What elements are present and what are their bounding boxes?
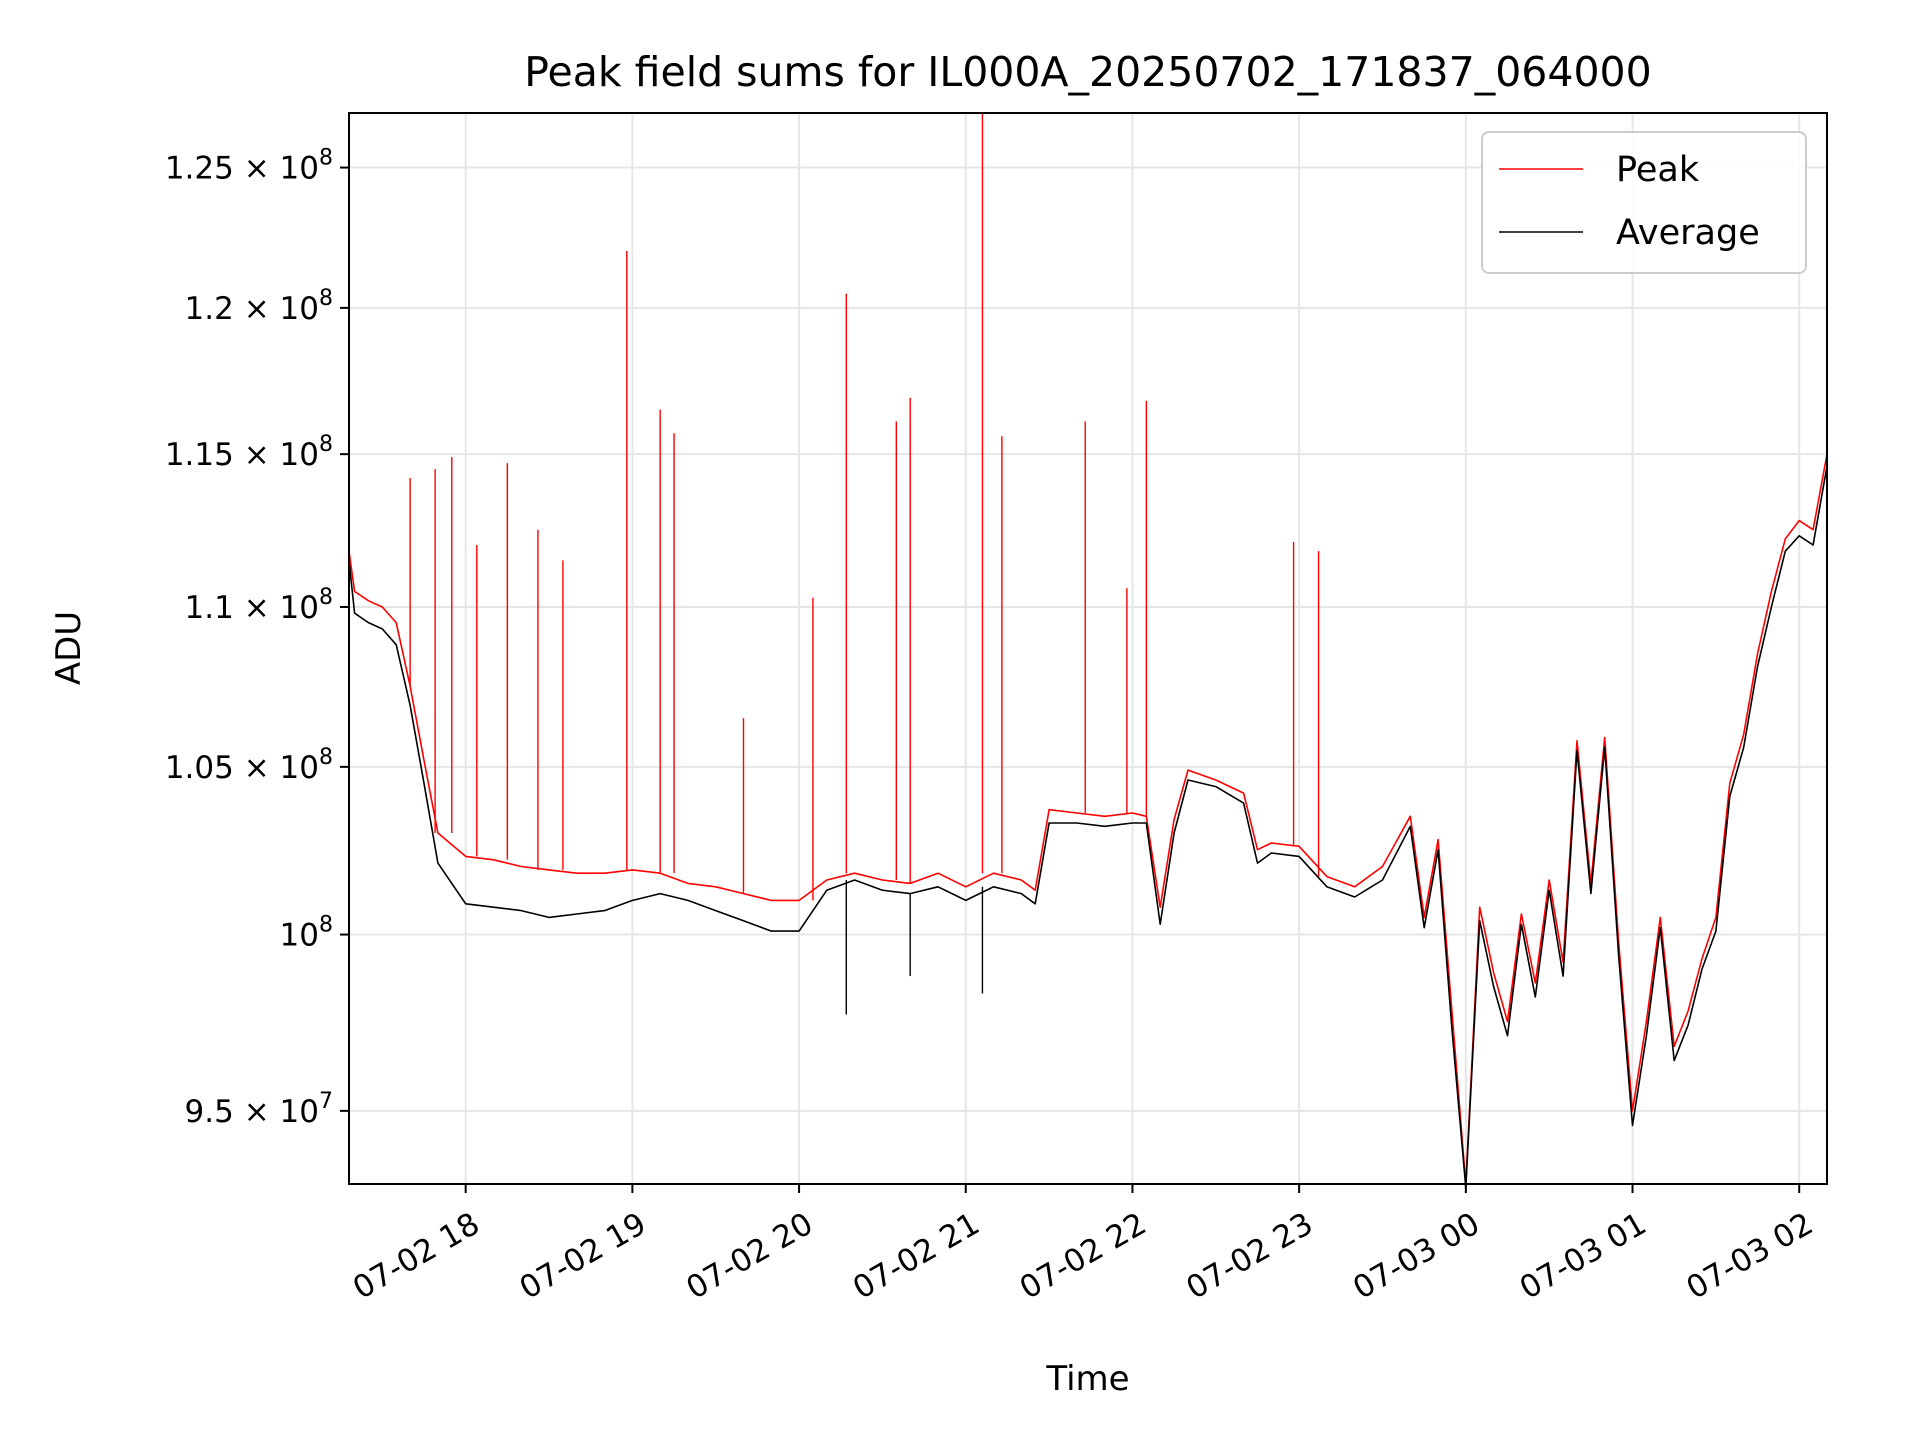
y-axis-title: ADU: [49, 611, 89, 685]
x-axis-title: Time: [1045, 1359, 1129, 1399]
y-axis: 9.5 × 107 108 1.05 × 108 1.1 × 108 1.15 × 10…: [165, 146, 349, 1130]
y-tick-label: 1.1 × 108: [185, 585, 333, 626]
plot-area: [348, 113, 1828, 1189]
series-line-average: [348, 465, 1828, 1189]
legend-box: [1481, 131, 1807, 274]
legend: Peak Average: [1481, 131, 1807, 274]
y-tick-label: 9.5 × 107: [185, 1089, 333, 1130]
y-tick-label: 108: [280, 913, 333, 954]
legend-label-average: Average: [1616, 213, 1760, 253]
series-line-peak: [348, 454, 1828, 1185]
chart-title: Peak field sums for IL000A_20250702_1718…: [524, 48, 1651, 96]
y-tick-label: 1.15 × 108: [165, 432, 333, 473]
y-tick-label: 1.2 × 108: [185, 286, 333, 327]
y-tick-label: 1.05 × 108: [165, 745, 333, 786]
grid: [349, 113, 1827, 1184]
legend-label-peak: Peak: [1616, 150, 1700, 190]
y-tick-label: 1.25 × 108: [165, 146, 333, 187]
plot-frame: [348, 112, 1828, 1185]
